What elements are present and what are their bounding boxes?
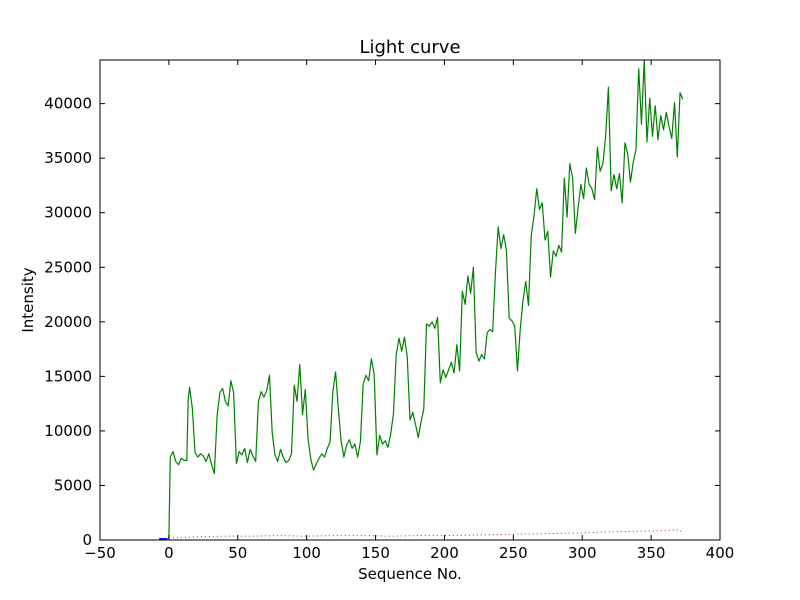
y-axis: 0 5000 10000 15000 20000 25000 30000 35000 40000 — [44, 95, 720, 549]
series-line-0 — [168, 60, 684, 538]
x-tick-label: −50 — [84, 544, 116, 562]
plot-area — [159, 60, 684, 540]
y-tick-label: 5000 — [54, 476, 92, 494]
x-tick-label: 150 — [361, 544, 390, 562]
x-tick-label: 0 — [164, 544, 174, 562]
x-axis-title: Sequence No. — [358, 565, 462, 583]
y-axis-title: Intensity — [19, 267, 37, 332]
y-tick-label: 25000 — [44, 258, 92, 276]
y-tick-label: 10000 — [44, 422, 92, 440]
x-tick-label: 100 — [292, 544, 321, 562]
y-tick-label: 30000 — [44, 204, 92, 222]
plot-frame — [99, 59, 721, 541]
y-tick-label: 40000 — [44, 95, 92, 113]
y-tick-label: 35000 — [44, 149, 92, 167]
y-tick-label: 20000 — [44, 313, 92, 331]
x-axis: −50 0 50 100 150 200 250 300 350 400 — [84, 60, 734, 562]
x-tick-label: 200 — [430, 544, 459, 562]
x-tick-label: 350 — [637, 544, 666, 562]
y-tick-label: 15000 — [44, 367, 92, 385]
x-tick-label: 300 — [568, 544, 597, 562]
x-tick-label: 400 — [706, 544, 735, 562]
x-tick-label: 250 — [499, 544, 528, 562]
chart-title: Light curve — [359, 37, 460, 58]
y-tick-label: 0 — [82, 531, 92, 549]
x-tick-label: 50 — [228, 544, 247, 562]
